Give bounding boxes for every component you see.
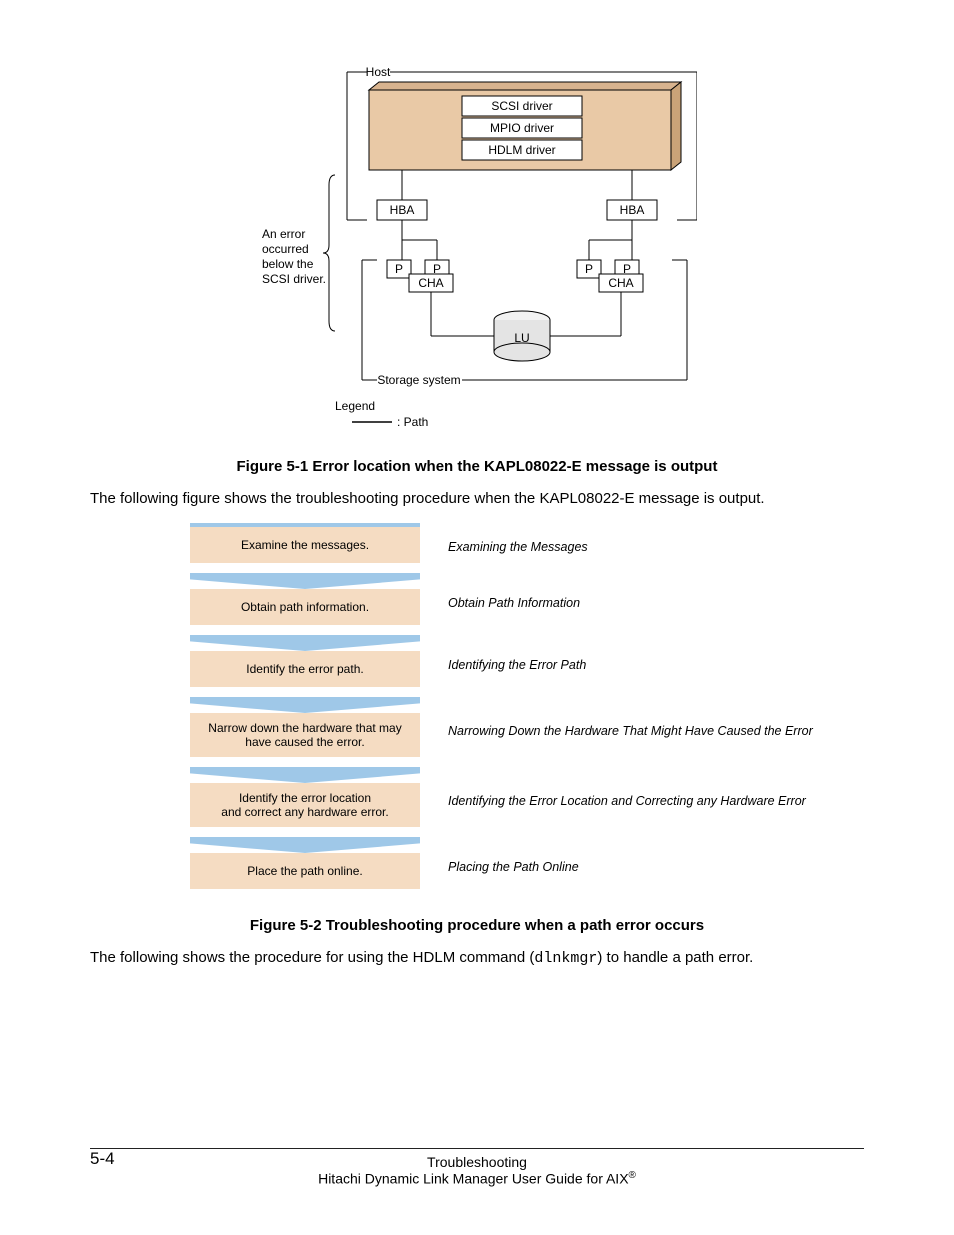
hba-left-label: HBA	[390, 203, 415, 217]
flow-row: Identify the error path. Identifying the…	[190, 635, 830, 697]
flow-step: Narrow down the hardware that mayhave ca…	[190, 697, 420, 757]
flow-step: Identify the error locationand correct a…	[190, 767, 420, 827]
flow-step-reference: Narrowing Down the Hardware That Might H…	[448, 724, 830, 740]
svg-text:Obtain path information.: Obtain path information.	[241, 600, 369, 614]
p-box-1: P	[395, 262, 403, 276]
flow-row: Obtain path information. Obtain Path Inf…	[190, 573, 830, 635]
hba-right-label: HBA	[620, 203, 645, 217]
footer-section: Troubleshooting	[0, 1154, 954, 1170]
mpio-driver-label: MPIO driver	[490, 121, 554, 135]
footer-book-text: Hitachi Dynamic Link Manager User Guide …	[318, 1171, 628, 1187]
flow-step: Examine the messages.	[190, 523, 420, 563]
flow-step: Place the path online.	[190, 837, 420, 889]
page-footer: Troubleshooting Hitachi Dynamic Link Man…	[0, 1154, 954, 1187]
figure-2-caption: Figure 5-2 Troubleshooting procedure whe…	[90, 917, 864, 934]
cha-right-label: CHA	[608, 276, 633, 290]
flow-step: Identify the error path.	[190, 635, 420, 687]
cha-left-label: CHA	[418, 276, 443, 290]
para2-post: ) to handle a path error.	[597, 949, 753, 966]
command-name: dlnkmgr	[534, 950, 597, 967]
scsi-driver-label: SCSI driver	[491, 99, 552, 113]
figure-1-caption: Figure 5-1 Error location when the KAPL0…	[90, 458, 864, 475]
footer-book-title: Hitachi Dynamic Link Manager User Guide …	[0, 1170, 954, 1187]
figure-2-flowchart: Examine the messages. Examining the Mess…	[190, 523, 830, 899]
flow-row: Place the path online. Placing the Path …	[190, 837, 830, 899]
paragraph-2: The following shows the procedure for us…	[90, 948, 864, 969]
storage-system-label: Storage system	[377, 373, 460, 387]
annotation-line-1: An error	[262, 227, 305, 241]
flow-row: Narrow down the hardware that mayhave ca…	[190, 697, 830, 767]
lu-label: LU	[514, 331, 529, 345]
flow-step-reference: Examining the Messages	[448, 540, 830, 556]
page: Host SCSI driver MPIO driver HDLM driver…	[0, 0, 954, 1235]
flow-step-reference: Identifying the Error Location and Corre…	[448, 794, 830, 810]
flow-step-reference: Placing the Path Online	[448, 860, 830, 876]
flow-step-reference: Obtain Path Information	[448, 596, 830, 612]
paragraph-1: The following figure shows the troublesh…	[90, 489, 864, 509]
svg-text:Identify the error path.: Identify the error path.	[246, 662, 363, 676]
host-label: Host	[366, 65, 391, 79]
para2-pre: The following shows the procedure for us…	[90, 949, 534, 966]
annotation-line-4: SCSI driver.	[262, 272, 326, 286]
p-box-3: P	[585, 262, 593, 276]
svg-text:Identify the error location: Identify the error location	[239, 791, 371, 805]
legend-path-label: : Path	[397, 415, 428, 429]
hdlm-driver-label: HDLM driver	[488, 143, 555, 157]
flow-row: Examine the messages. Examining the Mess…	[190, 523, 830, 573]
annotation-line-2: occurred	[262, 242, 309, 256]
svg-text:have caused the error.: have caused the error.	[245, 735, 364, 749]
svg-text:Place the path online.: Place the path online.	[247, 864, 362, 878]
flow-step: Obtain path information.	[190, 573, 420, 625]
flow-row: Identify the error locationand correct a…	[190, 767, 830, 837]
registered-mark: ®	[629, 1170, 636, 1181]
figure-1-diagram: Host SCSI driver MPIO driver HDLM driver…	[257, 60, 697, 440]
svg-text:Examine the messages.: Examine the messages.	[241, 538, 369, 552]
annotation-line-3: below the	[262, 257, 314, 271]
flow-step-reference: Identifying the Error Path	[448, 658, 830, 674]
footer-rule	[90, 1148, 864, 1149]
svg-text:and correct any hardware error: and correct any hardware error.	[221, 805, 388, 819]
svg-text:Narrow down the hardware that: Narrow down the hardware that may	[208, 721, 401, 735]
legend-title: Legend	[335, 399, 375, 413]
